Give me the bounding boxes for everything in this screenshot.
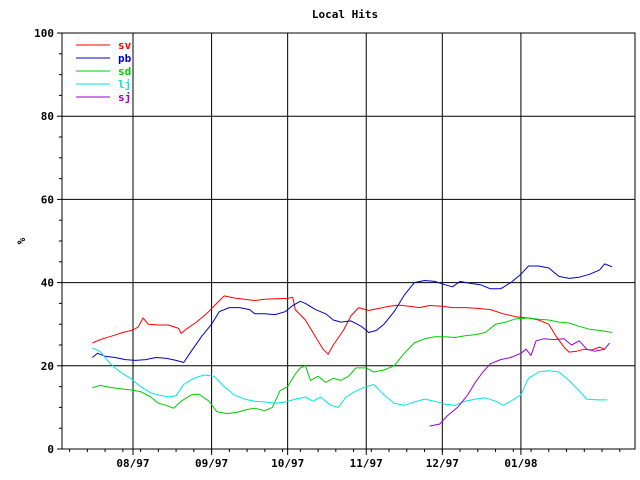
series-line-pb xyxy=(92,263,613,363)
chart-title: Local Hits xyxy=(312,8,378,21)
x-tick-label: 10/97 xyxy=(271,457,304,470)
y-tick-label: 80 xyxy=(41,110,54,123)
series-line-lj xyxy=(92,347,608,408)
legend-label-lj: lj xyxy=(118,78,131,91)
x-axis: 08/97 09/97 10/97 11/97 12/97 01/98 xyxy=(69,449,621,470)
y-tick-label: 40 xyxy=(41,277,54,290)
x-tick-label: 01/98 xyxy=(504,457,537,470)
series-line-sd xyxy=(92,317,613,415)
y-axis-label: % xyxy=(15,237,28,244)
plot-series xyxy=(92,263,613,427)
plot-frame xyxy=(61,32,636,450)
legend-label-sd: sd xyxy=(118,65,131,78)
x-tick-label: 09/97 xyxy=(195,457,228,470)
series-line-sj xyxy=(429,338,610,427)
x-tick-label: 12/97 xyxy=(426,457,459,470)
legend-label-pb: pb xyxy=(118,52,132,65)
y-tick-label: 20 xyxy=(41,360,54,373)
legend-label-sj: sj xyxy=(118,91,131,104)
y-tick-label: 0 xyxy=(47,443,54,456)
x-tick-label: 08/97 xyxy=(116,457,149,470)
y-tick-label: 100 xyxy=(34,27,54,40)
y-tick-label: 60 xyxy=(41,193,54,206)
legend-label-sv: sv xyxy=(118,39,132,52)
y-axis: 0 20 40 60 80 100 xyxy=(34,27,62,456)
grid xyxy=(62,33,635,449)
x-tick-label: 11/97 xyxy=(350,457,383,470)
